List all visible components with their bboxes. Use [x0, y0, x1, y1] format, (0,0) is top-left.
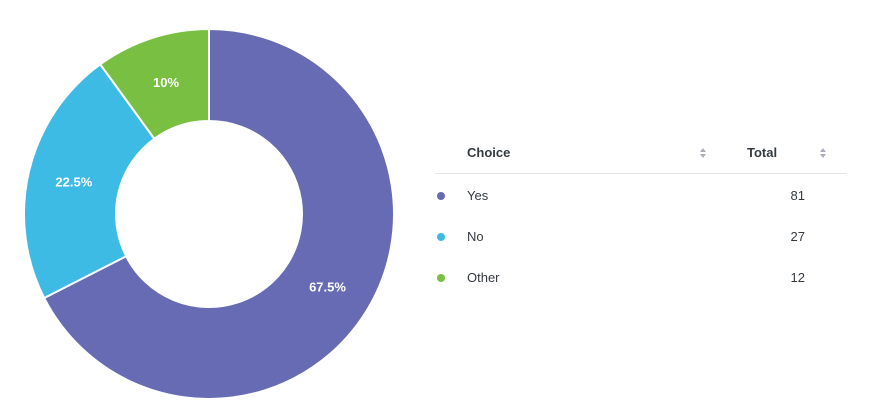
slice-percent-label: 22.5% [55, 175, 92, 190]
column-header-choice[interactable]: Choice [467, 145, 511, 160]
legend-dot-icon [437, 233, 445, 241]
table-row: Yes 81 [435, 174, 847, 215]
legend-dot-icon [437, 274, 445, 282]
sort-icon[interactable] [699, 147, 707, 159]
table-row: Other 12 [435, 256, 847, 297]
sort-icon[interactable] [819, 147, 827, 159]
row-label: Yes [467, 188, 489, 203]
row-total: 81 [790, 188, 805, 203]
results-table: Choice Total Yes 81 No 27 Other 12 [435, 135, 847, 297]
slice-percent-label: 10% [153, 75, 179, 90]
donut-slice-no[interactable] [23, 62, 156, 300]
slice-percent-label: 67.5% [309, 280, 346, 295]
row-label: No [467, 229, 484, 244]
table-header: Choice Total [435, 135, 847, 174]
row-total: 27 [790, 229, 805, 244]
column-header-total[interactable]: Total [747, 145, 778, 160]
row-total: 12 [790, 270, 805, 285]
legend-dot-icon [437, 192, 445, 200]
donut-chart: 67.5% 22.5% 10% [23, 27, 395, 400]
donut-slice-yes[interactable] [42, 27, 395, 400]
row-label: Other [467, 270, 500, 285]
donut-slice-other[interactable] [98, 27, 210, 141]
table-row: No 27 [435, 215, 847, 256]
